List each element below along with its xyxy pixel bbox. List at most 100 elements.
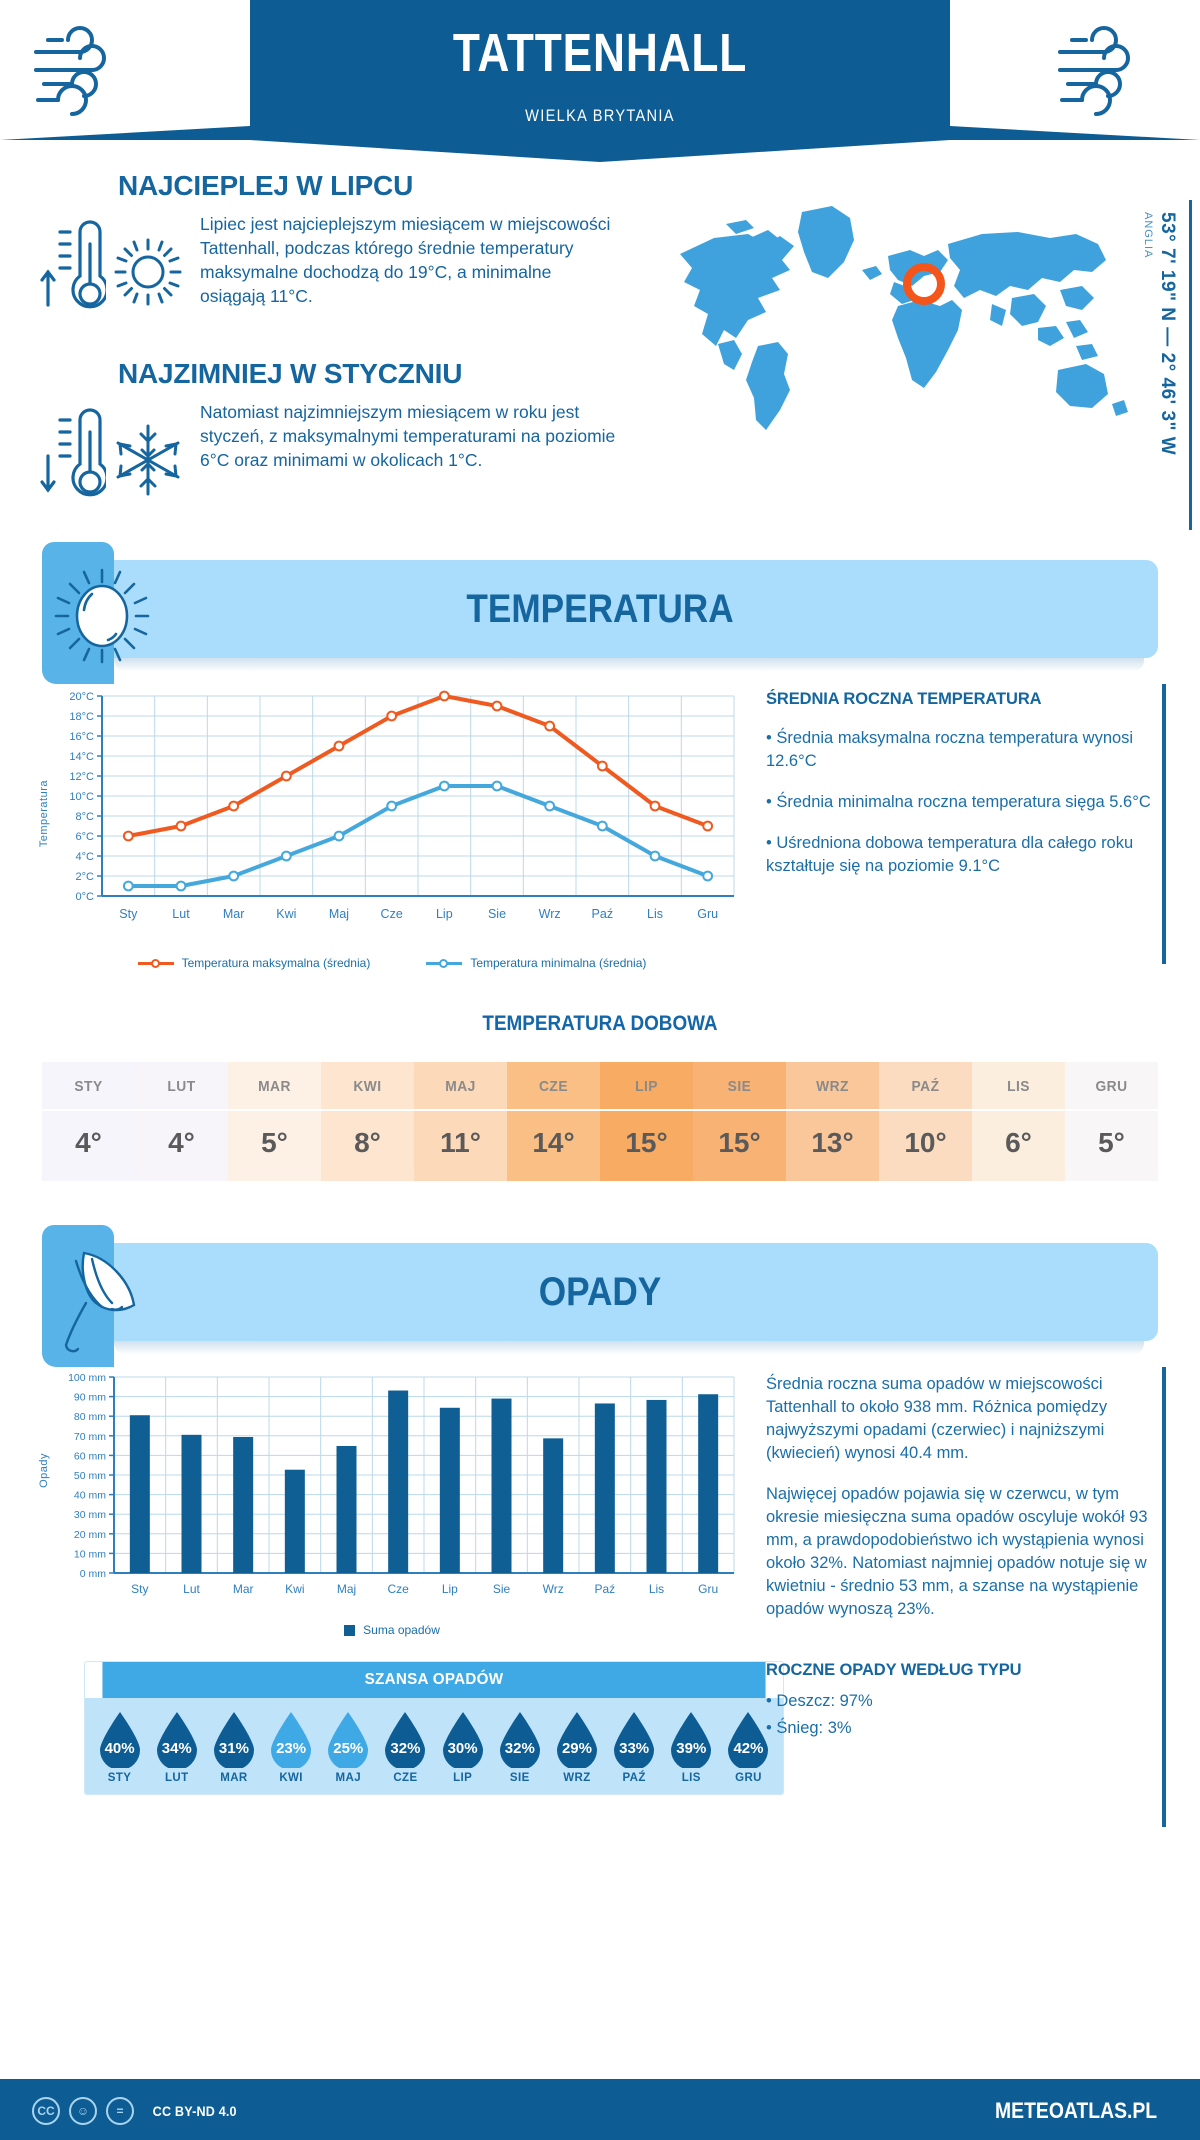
daily-temp-cell: WRZ 13° (786, 1062, 879, 1181)
svg-text:Lis: Lis (647, 907, 663, 921)
svg-text:70 mm: 70 mm (74, 1431, 106, 1443)
rain-chance-month: STY (107, 1772, 132, 1784)
temperature-summary: ŚREDNIA ROCZNA TEMPERATURA • Średnia mak… (742, 684, 1166, 970)
daily-temp-month: SIE (727, 1078, 752, 1095)
daily-temp-separator (135, 1109, 228, 1111)
daily-temp-separator (42, 1109, 135, 1111)
brand-label[interactable]: METEOATLAS.PL (994, 2098, 1157, 2123)
daily-temp-separator (600, 1109, 693, 1111)
rain-chance-month: MAJ (335, 1772, 362, 1784)
rain-chance-month: KWI (279, 1772, 303, 1784)
daily-temp-cell: LIS 6° (972, 1062, 1065, 1181)
page-header: TATTENHALL WIELKA BRYTANIA (0, 0, 1200, 162)
cc-icon: CC (32, 2097, 60, 2125)
water-drop-icon: 30% (440, 1710, 486, 1770)
daily-temp-cell: SIE 15° (693, 1062, 786, 1181)
sun-icon (114, 238, 182, 306)
rain-chance-month: SIE (509, 1772, 530, 1784)
svg-text:Paź: Paź (594, 1582, 615, 1596)
svg-text:20°C: 20°C (69, 691, 94, 703)
rain-chance-month: PAŹ (622, 1772, 646, 1784)
rain-chance-month: LIP (453, 1772, 473, 1784)
intro-section: NAJCIEPLEJ W LIPCU (0, 140, 1200, 560)
daily-temp-value: 8° (354, 1127, 381, 1158)
daily-temp-cell: PAŹ 10° (879, 1062, 972, 1181)
daily-temp-value: 10° (904, 1127, 947, 1158)
banner-shadow (114, 1341, 1144, 1355)
daily-temperature-title: TEMPERATURA DOBOWA (482, 1012, 718, 1035)
rain-chance-cell: 33% PAŹ (606, 1710, 663, 1784)
rain-chance-month: LUT (164, 1772, 189, 1784)
legend-swatch (344, 1624, 356, 1636)
daily-temp-separator (786, 1109, 879, 1111)
legend-item-sum: Suma opadów (344, 1623, 440, 1637)
rain-chance-month: WRZ (563, 1772, 591, 1784)
daily-temp-month: STY (74, 1078, 103, 1095)
daily-temp-cell: MAJ 11° (414, 1062, 507, 1181)
rain-chance-value: 32% (504, 1740, 535, 1757)
svg-text:Wrz: Wrz (539, 907, 561, 921)
water-drop-icon: 32% (382, 1710, 428, 1770)
rain-chance-value: 29% (561, 1740, 592, 1757)
svg-text:Sty: Sty (131, 1582, 148, 1596)
rain-chance-month: MAR (220, 1772, 248, 1784)
temperature-summary-point: • Średnia minimalna roczna temperatura s… (766, 793, 1151, 811)
daily-temp-month: LIS (1007, 1078, 1030, 1095)
precipitation-paragraph: Najwięcej opadów pojawia się w czerwcu, … (766, 1485, 1148, 1618)
rain-chance-value: 32% (390, 1740, 421, 1757)
water-drop-icon: 33% (611, 1710, 657, 1770)
legend-item-max: Temperatura maksymalna (średnia) (137, 956, 370, 970)
daily-temp-value: 6° (1005, 1127, 1032, 1158)
precipitation-legend: Suma opadów (42, 1623, 742, 1637)
water-drop-icon: 29% (554, 1710, 600, 1770)
svg-text:Mar: Mar (233, 1582, 254, 1596)
daily-temp-value: 15° (718, 1127, 761, 1158)
svg-text:80 mm: 80 mm (74, 1411, 106, 1423)
rain-chance-cell: 32% CZE (377, 1710, 434, 1784)
by-icon: ☺ (69, 2097, 97, 2125)
temperature-banner-title: TEMPERATURA (466, 586, 734, 631)
daily-temp-value: 11° (440, 1127, 481, 1158)
location-marker (903, 263, 945, 305)
daily-temp-month: GRU (1095, 1078, 1128, 1095)
svg-text:Paź: Paź (592, 907, 614, 921)
snowflake-icon (116, 424, 180, 496)
precipitation-banner: OPADY (42, 1225, 1158, 1367)
svg-text:8°C: 8°C (76, 811, 95, 823)
precipitation-paragraph: Średnia roczna suma opadów w miejscowośc… (766, 1375, 1108, 1462)
region-label: ANGLIA (1142, 212, 1154, 259)
rain-chance-value: 34% (161, 1740, 192, 1757)
wind-icon (28, 22, 148, 123)
coldest-month-title: NAJZIMNIEJ W STYCZNIU (118, 358, 463, 389)
coldest-month-block: NAJZIMNIEJ W STYCZNIU (40, 358, 660, 508)
svg-text:Sie: Sie (493, 1582, 511, 1596)
footer-divider (0, 2079, 1200, 2082)
rain-chance-cell: 23% KWI (263, 1710, 320, 1784)
page-subtitle: WIELKA BRYTANIA (525, 106, 675, 125)
daily-temp-value: 4° (168, 1127, 195, 1158)
svg-text:Cze: Cze (387, 1582, 409, 1596)
daily-temp-value: 4° (75, 1127, 102, 1158)
daily-temp-separator (507, 1109, 600, 1111)
daily-temp-value: 14° (532, 1127, 575, 1158)
svg-text:Maj: Maj (337, 1582, 356, 1596)
daily-temp-separator (1065, 1109, 1158, 1111)
umbrella-icon (50, 1247, 154, 1360)
rain-chance-cell: 42% GRU (720, 1710, 777, 1784)
banner-shadow (114, 658, 1144, 672)
rain-chance-value: 40% (104, 1740, 135, 1757)
precipitation-banner-title: OPADY (538, 1269, 662, 1314)
rain-chance-cell: 34% LUT (148, 1710, 205, 1784)
legend-swatch (426, 958, 463, 968)
svg-text:Lut: Lut (183, 1582, 200, 1596)
rain-chance-value: 30% (447, 1740, 478, 1757)
daily-temp-separator (321, 1109, 414, 1111)
svg-text:0 mm: 0 mm (80, 1568, 107, 1580)
daily-temp-month: PAŹ (911, 1078, 940, 1095)
world-map (662, 194, 1132, 454)
rain-chance-cell: 29% WRZ (548, 1710, 605, 1784)
svg-text:Mar: Mar (223, 907, 245, 921)
svg-text:6°C: 6°C (76, 831, 95, 843)
daily-temp-separator (414, 1109, 507, 1111)
temperature-y-axis-label: Temperatura (38, 780, 50, 848)
